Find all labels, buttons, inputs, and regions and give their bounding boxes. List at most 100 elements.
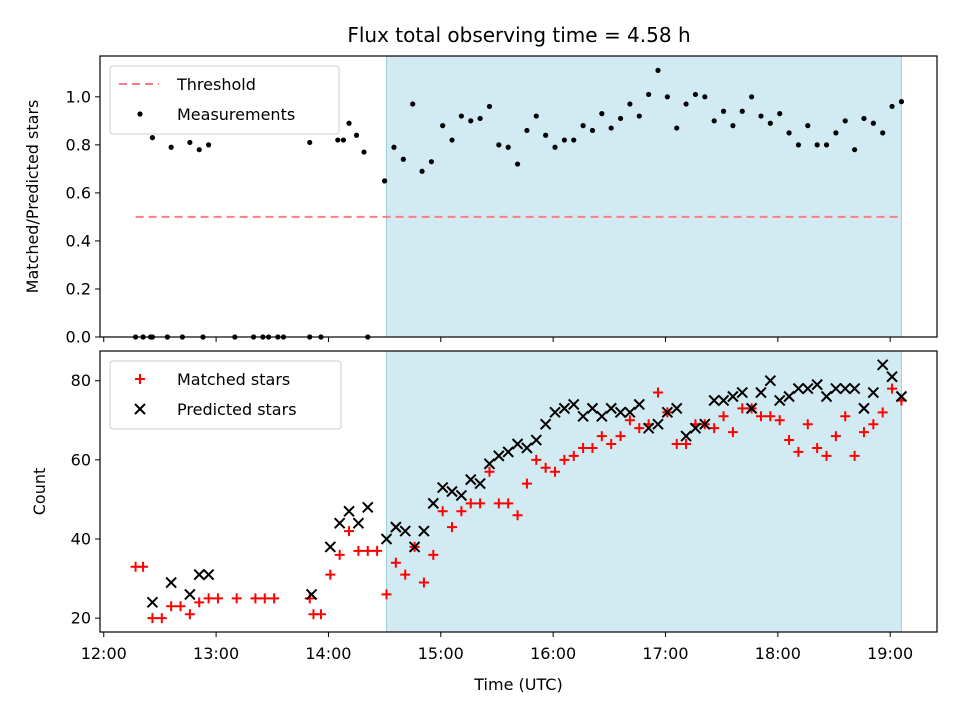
measurement-point — [440, 123, 446, 129]
chart-title: Flux total observing time = 4.58 h — [347, 23, 690, 47]
y-tick-label: 0.8 — [66, 135, 91, 154]
matched-star-point — [334, 549, 345, 560]
measurement-point — [627, 101, 633, 107]
matched-star-point — [868, 419, 879, 430]
predicted-star-point — [652, 418, 664, 430]
predicted-star-point — [184, 588, 196, 601]
measurement-point — [187, 139, 193, 146]
predicted-star-point — [474, 477, 486, 490]
predicted-star-point — [465, 473, 477, 486]
measurement-point — [477, 115, 483, 122]
matched-star-point — [400, 569, 411, 580]
measurement-point — [468, 118, 474, 124]
matched-star-point — [596, 431, 607, 442]
predicted-star-point — [399, 525, 411, 537]
matched-star-point — [737, 403, 748, 414]
measurement-point — [524, 127, 530, 134]
predicted-star-point — [858, 402, 870, 415]
y-tick-label: 0.2 — [66, 279, 91, 298]
measurement-point — [458, 113, 464, 119]
legend-label: Matched stars — [177, 370, 290, 389]
predicted-star-point — [876, 359, 889, 371]
predicted-star-point — [811, 378, 823, 391]
legend-predicted-swatch — [134, 403, 146, 415]
matched-star-point — [709, 423, 720, 434]
matched-star-point — [259, 593, 270, 604]
predicted-star-point — [614, 406, 627, 419]
predicted-star-point — [455, 489, 468, 502]
matched-star-point — [606, 439, 617, 450]
predicted-star-point — [380, 533, 393, 545]
measurement-point — [861, 115, 867, 122]
measurement-point — [335, 137, 341, 143]
measurement-point — [561, 137, 567, 143]
predicted-star-point — [736, 386, 748, 399]
matched-star-point — [166, 601, 177, 612]
matched-star-point — [212, 593, 223, 604]
legend-label: Threshold — [176, 75, 256, 94]
matched-star-point — [156, 613, 167, 624]
y-tick-label: 0.0 — [66, 328, 91, 347]
predicted-star-point — [418, 525, 430, 537]
predicted-star-point — [624, 406, 636, 419]
measurement-point — [674, 125, 680, 131]
matched-star-point — [540, 462, 551, 473]
measurement-point — [196, 147, 202, 153]
matched-star-point — [315, 609, 326, 620]
measurement-point — [486, 103, 493, 110]
predicted-star-point — [521, 442, 533, 454]
matched-star-point — [428, 549, 439, 560]
measurement-point — [889, 103, 895, 110]
predicted-star-point — [530, 434, 542, 446]
axes-frame — [99, 350, 938, 633]
measurement-point — [361, 149, 367, 155]
measurement-point — [400, 156, 406, 162]
predicted-star-point — [568, 398, 580, 411]
predicted-star-point — [727, 390, 739, 403]
measurement-point — [346, 120, 352, 126]
measurement-point — [533, 113, 539, 119]
measurement-point — [852, 147, 858, 153]
measurement-point — [589, 127, 596, 134]
matched-star-point — [774, 415, 785, 426]
matched-star-point — [194, 597, 205, 608]
predicted-star-point — [446, 485, 458, 498]
legend-box — [109, 360, 342, 430]
matched-star-point — [821, 450, 832, 461]
legend-box — [109, 65, 340, 135]
matched-star-point — [615, 431, 626, 442]
predicted-star-point — [820, 390, 833, 403]
axes-frame — [99, 55, 938, 338]
x-tick-label: 15:00 — [418, 644, 464, 663]
predicted-star-point — [586, 402, 599, 415]
measurement-point — [833, 130, 839, 136]
predicted-star-point — [408, 541, 421, 553]
predicted-star-point — [895, 390, 908, 403]
y-tick-label: 1.0 — [66, 87, 91, 106]
measurement-point — [777, 111, 783, 117]
measurement-point — [353, 132, 360, 138]
matched-star-point — [147, 613, 158, 624]
measurement-point — [749, 94, 755, 100]
measurement-point — [814, 142, 820, 148]
matched-star-point — [550, 466, 561, 477]
predicted-star-point — [745, 402, 758, 415]
matched-star-point — [849, 450, 860, 461]
y-axis-title: Matched/Predicted stars — [23, 100, 42, 294]
matched-star-point — [493, 498, 504, 509]
measurement-point — [795, 142, 802, 148]
matched-star-point — [521, 478, 532, 489]
measurement-point — [617, 115, 624, 122]
matched-star-point — [840, 411, 851, 422]
predicted-star-point — [783, 390, 795, 403]
predicted-star-point — [362, 501, 374, 514]
matched-star-point — [503, 498, 514, 509]
y-tick-label: 60 — [71, 450, 91, 469]
measurement-point — [552, 144, 558, 150]
predicted-star-point — [867, 386, 880, 399]
predicted-star-point — [755, 386, 767, 399]
matched-star-point — [418, 577, 429, 588]
predicted-star-point — [165, 576, 177, 589]
predicted-star-point — [427, 497, 440, 510]
matched-star-point — [381, 589, 392, 600]
